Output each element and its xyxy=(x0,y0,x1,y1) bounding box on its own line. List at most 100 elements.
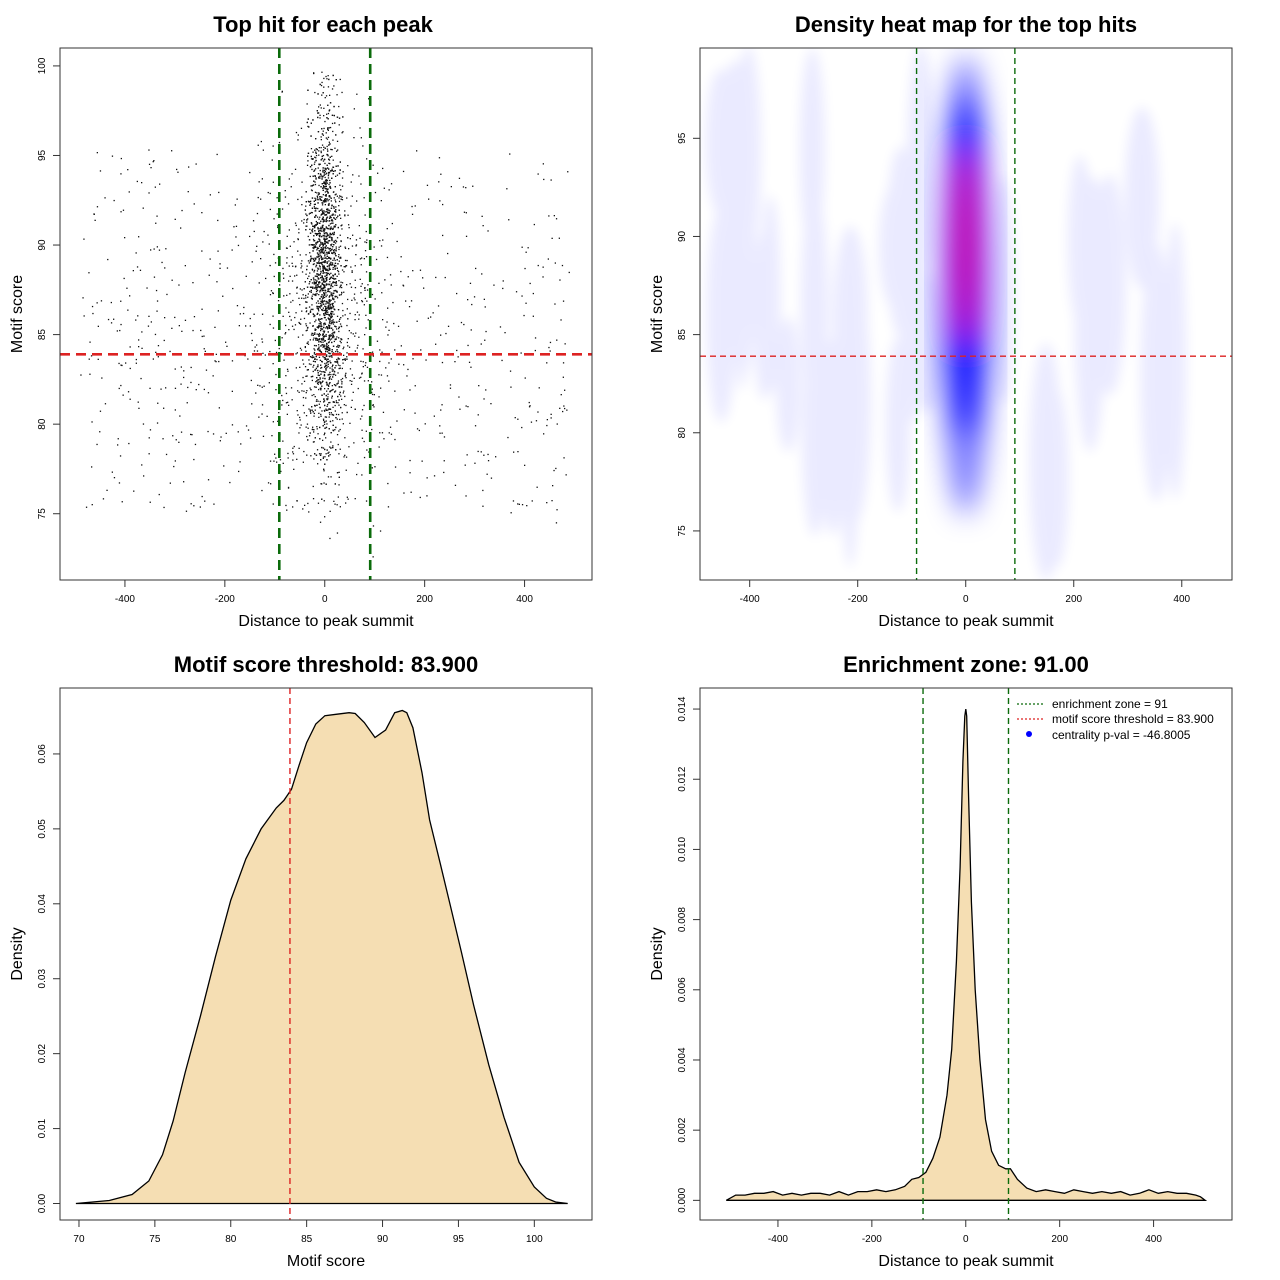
heatmap-haze-blob xyxy=(776,316,801,453)
x-tick-label: 100 xyxy=(526,1234,543,1245)
scatter-point xyxy=(337,263,339,265)
scatter-point xyxy=(318,147,320,149)
scatter-point xyxy=(310,279,312,281)
scatter-point xyxy=(330,220,333,222)
scatter-point xyxy=(326,117,328,119)
scatter-point xyxy=(285,504,287,507)
scatter-point xyxy=(331,341,333,344)
scatter-point xyxy=(328,195,330,197)
scatter-point xyxy=(321,290,323,292)
scatter-point xyxy=(322,246,324,248)
scatter-point xyxy=(337,357,339,359)
y-tick-label: 0.012 xyxy=(677,766,688,791)
scatter-point xyxy=(552,485,554,487)
scatter-point xyxy=(537,173,539,175)
scatter-point xyxy=(327,360,330,363)
scatter-point xyxy=(171,279,173,281)
scatter-point xyxy=(322,266,324,268)
scatter-point xyxy=(326,384,328,386)
y-tick-label: 75 xyxy=(37,508,48,520)
x-tick-label: 95 xyxy=(453,1234,465,1245)
scatter-point xyxy=(316,234,318,236)
scatter-point xyxy=(305,323,307,325)
scatter-point xyxy=(127,169,129,171)
y-tick-label: 0.006 xyxy=(677,977,688,1002)
scatter-point xyxy=(344,215,346,217)
scatter-point xyxy=(420,349,422,351)
scatter-point xyxy=(332,364,334,366)
scatter-point xyxy=(372,164,374,166)
scatter-point xyxy=(403,409,405,411)
scatter-point xyxy=(354,314,356,316)
scatter-point xyxy=(325,350,327,353)
scatter-point xyxy=(310,289,312,292)
scatter-point xyxy=(294,316,296,319)
scatter-point xyxy=(231,360,234,362)
scatter-point xyxy=(328,209,330,211)
scatter-point xyxy=(360,183,362,185)
scatter-point xyxy=(330,258,332,260)
scatter-point xyxy=(337,256,340,258)
scatter-point xyxy=(442,234,444,237)
scatter-point xyxy=(379,530,382,532)
scatter-point xyxy=(472,185,474,187)
scatter-point xyxy=(175,439,177,441)
scatter-point xyxy=(319,244,321,246)
scatter-point xyxy=(331,233,333,236)
scatter-point xyxy=(337,271,340,273)
scatter-point xyxy=(316,223,318,225)
y-tick-label: 0.03 xyxy=(37,969,48,989)
scatter-point xyxy=(155,289,158,292)
scatter-point xyxy=(382,239,384,241)
scatter-point xyxy=(340,338,342,340)
scatter-point xyxy=(341,383,343,385)
scatter-point xyxy=(537,411,539,413)
scatter-point xyxy=(323,314,325,316)
scatter-point xyxy=(314,293,317,295)
scatter-point xyxy=(362,361,364,363)
scatter-point xyxy=(286,235,288,237)
scatter-point xyxy=(322,243,324,246)
scatter-point xyxy=(327,351,329,353)
scatter-point xyxy=(319,387,321,389)
scatter-point xyxy=(286,368,289,370)
scatter-point xyxy=(335,209,337,211)
scatter-point xyxy=(319,239,321,241)
scatter-point xyxy=(322,187,324,189)
scatter-point xyxy=(306,454,308,456)
y-tick-label: 0.04 xyxy=(37,894,48,914)
scatter-point xyxy=(254,346,256,348)
scatter-point xyxy=(292,506,294,508)
scatter-point xyxy=(374,191,377,194)
scatter-point xyxy=(449,387,452,389)
scatter-point xyxy=(321,277,324,279)
scatter-point xyxy=(276,213,278,215)
scatter-point xyxy=(311,185,313,187)
scatter-point xyxy=(440,173,442,175)
scatter-point xyxy=(311,282,314,284)
scatter-point xyxy=(531,500,533,502)
distance-density-panel: Enrichment zone: 91.00 -400 -200 0 200 400 0… xyxy=(649,652,1233,1270)
scatter-point xyxy=(317,305,319,308)
heatmap-haze-blob xyxy=(705,68,737,217)
scatter-point xyxy=(318,335,320,337)
scatter-point xyxy=(329,216,331,218)
scatter-point xyxy=(158,249,161,251)
scatter-point xyxy=(207,479,210,481)
scatter-point xyxy=(303,412,305,414)
scatter-point xyxy=(317,93,319,95)
scatter-point xyxy=(327,190,329,193)
scatter-point xyxy=(306,286,309,288)
scatter-point xyxy=(321,252,323,254)
scatter-point xyxy=(328,158,330,160)
scatter-point xyxy=(438,157,441,159)
scatter-x-label: Distance to peak summit xyxy=(238,613,414,630)
scatter-point xyxy=(473,296,476,298)
scatter-point xyxy=(322,247,325,249)
scatter-point xyxy=(320,326,322,328)
scatter-point xyxy=(332,420,334,422)
scatter-point xyxy=(332,311,334,313)
scatter-point xyxy=(324,289,326,291)
scatter-point xyxy=(219,267,221,269)
